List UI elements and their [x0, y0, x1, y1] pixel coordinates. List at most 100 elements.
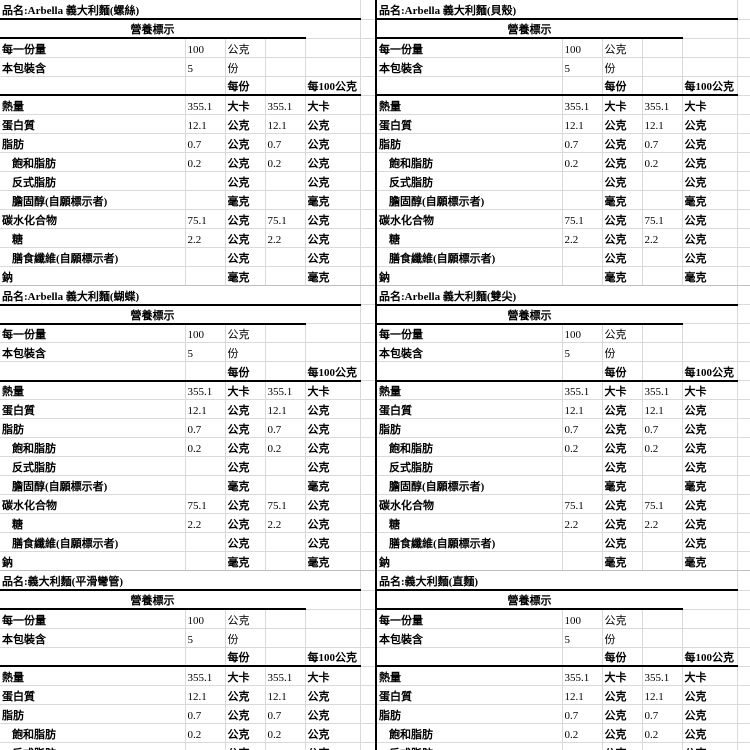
nutrient-per-100g-value: 2.2 — [265, 228, 306, 248]
spacer-cell — [737, 723, 750, 743]
nutrient-per-100g-unit: 公克 — [682, 171, 738, 191]
nutrient-per-100g-unit: 公克 — [682, 247, 738, 267]
nutrition-banner-row: 營養標示 — [0, 19, 376, 39]
nutrition-banner-row: 營養標示 — [377, 304, 750, 325]
nutrient-per-serving-value — [185, 551, 226, 571]
nutrient-per-100g-unit: 公克 — [305, 685, 361, 705]
nutrient-per-serving-value: 75.1 — [562, 209, 603, 229]
nutrient-per-100g-value — [642, 742, 683, 750]
spacer-cell — [360, 666, 376, 686]
nutrient-per-100g-value — [265, 247, 306, 267]
nutrient-per-serving-unit: 大卡 — [602, 380, 643, 400]
servings-per-pack-label: 本包裝含 — [377, 628, 563, 648]
nutrient-per-100g-unit: 公克 — [682, 685, 738, 705]
empty-cell — [642, 361, 683, 382]
nutrient-row: 熱量 355.1 大卡 355.1 大卡 — [0, 380, 376, 400]
spacer-cell — [360, 76, 376, 96]
nutrient-per-100g-value: 355.1 — [642, 666, 683, 686]
nutrient-per-serving-unit: 公克 — [225, 247, 266, 267]
nutrient-name: 飽和脂肪 — [0, 437, 186, 457]
serving-size-label: 每一份量 — [0, 323, 186, 343]
nutrient-per-serving-unit: 公克 — [225, 742, 266, 750]
spacer-cell — [360, 571, 376, 591]
product-title-row: 品名:義大利麵(直麵) — [377, 571, 750, 591]
nutrient-per-serving-value — [562, 456, 603, 476]
spacer-cell — [360, 152, 376, 172]
nutrient-name: 糖 — [377, 228, 563, 248]
nutrient-row: 糖 2.2 公克 2.2 公克 — [377, 228, 750, 248]
nutrient-name: 飽和脂肪 — [0, 723, 186, 743]
empty-cell — [682, 38, 738, 58]
empty-cell — [642, 76, 683, 96]
product-title: 品名:義大利麵(直麵) — [377, 571, 738, 591]
empty-cell — [642, 342, 683, 362]
spacer-cell — [737, 190, 750, 210]
nutrient-name: 熱量 — [0, 666, 186, 686]
servings-per-pack-row: 本包裝含 5 份 — [0, 57, 376, 77]
nutrient-row: 碳水化合物 75.1 公克 75.1 公克 — [377, 209, 750, 229]
nutrient-name: 膳食纖維(自願標示者) — [377, 532, 563, 552]
nutrient-per-serving-value — [562, 475, 603, 495]
nutrient-per-100g-unit: 公克 — [682, 704, 738, 724]
empty-cell — [682, 609, 738, 629]
nutrition-panel-p2: 品名:Arbella 義大利麵(貝殼) 營養標示 每一份量 100 公克 本包裝含 5 份每份… — [375, 0, 750, 286]
nutrition-banner: 營養標示 — [0, 19, 305, 39]
nutrient-name: 熱量 — [0, 95, 186, 115]
nutrition-table-p6: 品名:義大利麵(直麵) 營養標示 每一份量 100 公克 本包裝含 5 份每份 每100公克 熱量… — [377, 571, 750, 750]
serving-size-value: 100 — [562, 609, 603, 629]
per-serving-header: 每份 — [225, 76, 266, 96]
nutrient-per-100g-unit: 公克 — [682, 152, 738, 172]
spacer-cell — [737, 380, 750, 400]
spacer-cell — [360, 685, 376, 705]
nutrient-name: 糖 — [0, 228, 186, 248]
nutrient-per-serving-value — [185, 532, 226, 552]
product-title: 品名:Arbella 義大利麵(螺絲) — [0, 0, 361, 20]
serving-size-label: 每一份量 — [377, 323, 563, 343]
nutrient-per-100g-value — [265, 742, 306, 750]
nutrient-per-serving-value: 0.7 — [185, 704, 226, 724]
spacer-cell — [737, 342, 750, 362]
nutrient-name: 糖 — [377, 513, 563, 533]
nutrition-banner: 營養標示 — [0, 590, 305, 610]
per-100g-header: 每100公克 — [682, 361, 738, 382]
per-unit-header-row: 每份 每100公克 — [377, 361, 750, 382]
nutrient-per-serving-value: 355.1 — [185, 380, 226, 400]
nutrient-per-serving-value: 0.2 — [562, 723, 603, 743]
nutrient-name: 碳水化合物 — [0, 209, 186, 229]
nutrient-row: 脂肪 0.7 公克 0.7 公克 — [377, 418, 750, 438]
nutrient-per-serving-unit: 公克 — [225, 723, 266, 743]
nutrient-per-serving-unit: 公克 — [225, 399, 266, 419]
empty-cell — [185, 647, 226, 667]
nutrient-per-serving-unit: 公克 — [602, 456, 643, 476]
nutrient-per-serving-value — [185, 171, 226, 191]
servings-per-pack-value: 5 — [562, 342, 603, 362]
nutrient-name: 熱量 — [377, 95, 563, 115]
banner-pad-cell — [682, 19, 738, 39]
nutrient-per-100g-value — [265, 171, 306, 191]
empty-cell — [265, 57, 306, 77]
nutrient-per-100g-value — [642, 551, 683, 571]
nutrient-row: 糖 2.2 公克 2.2 公克 — [377, 513, 750, 533]
serving-size-unit: 公克 — [225, 323, 266, 343]
nutrient-name: 蛋白質 — [0, 114, 186, 134]
nutrient-per-serving-unit: 公克 — [602, 742, 643, 750]
nutrient-per-serving-value — [562, 742, 603, 750]
nutrient-row: 碳水化合物 75.1 公克 75.1 公克 — [0, 209, 376, 229]
spacer-cell — [737, 742, 750, 750]
spacer-cell — [737, 247, 750, 267]
spacer-cell — [737, 666, 750, 686]
nutrient-per-serving-value: 0.2 — [185, 723, 226, 743]
nutrient-per-100g-value: 2.2 — [265, 513, 306, 533]
nutrition-table-p4: 品名:Arbella 義大利麵(雙尖) 營養標示 每一份量 100 公克 本包裝含 5 份每份… — [377, 285, 750, 571]
spacer-cell — [360, 304, 376, 324]
nutrient-per-100g-unit: 公克 — [305, 437, 361, 457]
nutrient-per-100g-unit: 大卡 — [305, 666, 361, 686]
serving-size-value: 100 — [562, 38, 603, 58]
nutrient-per-serving-unit: 毫克 — [602, 551, 643, 571]
nutrient-row: 鈉 毫克 毫克 — [0, 551, 376, 571]
nutrient-per-100g-unit: 公克 — [682, 437, 738, 457]
nutrient-name: 脂肪 — [0, 133, 186, 153]
spacer-cell — [360, 114, 376, 134]
spacer-cell — [737, 704, 750, 724]
nutrient-per-serving-value: 355.1 — [562, 666, 603, 686]
